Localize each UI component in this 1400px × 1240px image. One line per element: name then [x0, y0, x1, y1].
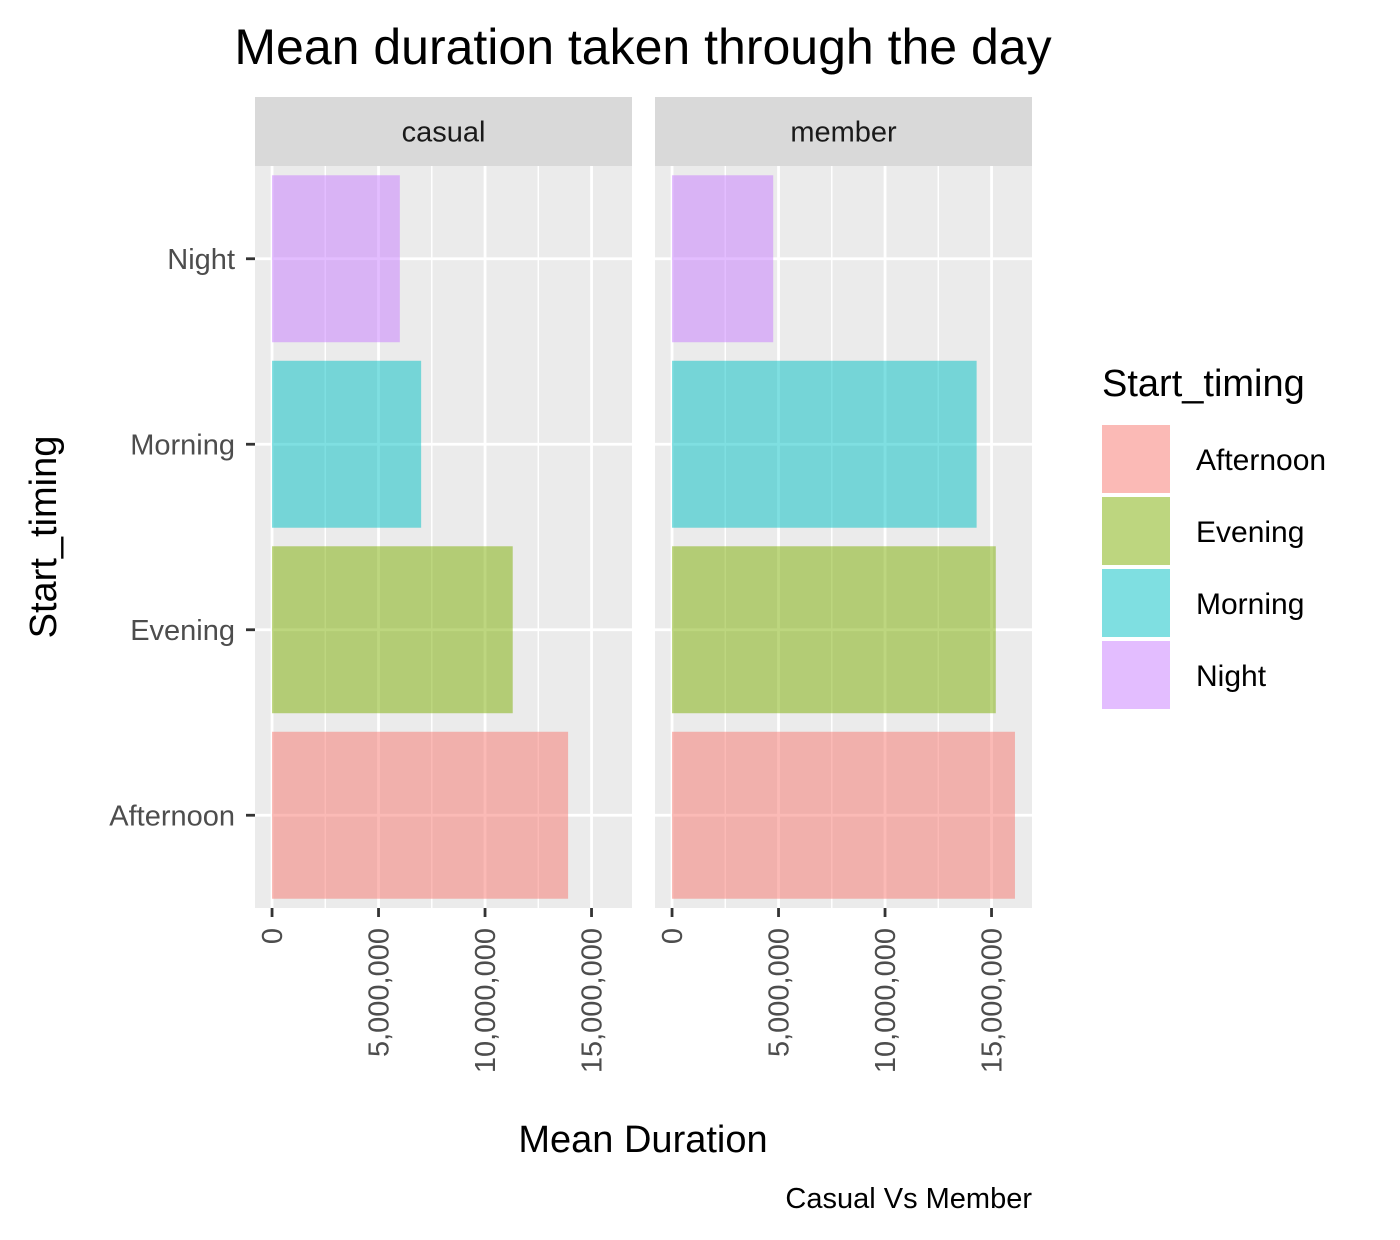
bar-casual-evening: [272, 546, 513, 714]
x-axis-casual: 0 5,000,000 10,000,000 15,000,000: [257, 908, 609, 1073]
x-tick-label: 0: [657, 928, 689, 944]
facet-strip-label: member: [790, 117, 897, 149]
x-tick-label: 5,000,000: [364, 928, 396, 1057]
facet-strip: [255, 97, 632, 166]
facet-panel-casual: casual: [255, 97, 632, 908]
y-axis-title: Start_timing: [23, 436, 65, 639]
x-tick-label: 15,000,000: [977, 928, 1009, 1073]
legend-label: Night: [1196, 660, 1267, 693]
bar-member-evening: [672, 546, 996, 714]
legend-items: Afternoon Evening Morning Night: [1102, 425, 1326, 709]
x-tick-label: 15,000,000: [577, 928, 609, 1073]
x-tick-label: 10,000,000: [870, 928, 902, 1073]
y-axis: Afternoon Evening Morning Night: [109, 244, 255, 832]
y-tick-label: Morning: [130, 429, 235, 461]
y-tick-label: Afternoon: [109, 800, 235, 832]
bar-casual-night: [272, 175, 400, 343]
legend-key-morning: [1102, 569, 1170, 637]
legend-label: Evening: [1196, 516, 1304, 549]
legend-key-afternoon: [1102, 425, 1170, 493]
x-axes: 0 5,000,000 10,000,000 15,000,000 0 5,000,000…: [257, 908, 1009, 1073]
x-tick-label: 5,000,000: [764, 928, 796, 1057]
y-tick-label: Night: [167, 244, 235, 276]
y-tick-label: Evening: [130, 615, 235, 647]
x-axis-member: 0 5,000,000 10,000,000 15,000,000: [657, 908, 1009, 1073]
facet-strip: [655, 97, 1032, 166]
caption: Casual Vs Member: [785, 1183, 1032, 1215]
x-tick-label: 0: [257, 928, 289, 944]
bar-member-night: [672, 175, 774, 343]
legend-key-evening: [1102, 497, 1170, 565]
legend-label: Morning: [1196, 588, 1304, 621]
bar-casual-afternoon: [272, 731, 569, 899]
x-axis-title: Mean Duration: [518, 1119, 767, 1161]
facet-strip-label: casual: [402, 117, 486, 149]
facet-panels: casual member: [255, 97, 1032, 908]
chart-title: Mean duration taken through the day: [234, 19, 1051, 75]
bar-member-afternoon: [672, 731, 1015, 899]
legend-key-night: [1102, 641, 1170, 709]
legend: Start_timing Afternoon Evening Morning Nigh…: [1102, 363, 1326, 709]
legend-title: Start_timing: [1102, 363, 1305, 405]
legend-label: Afternoon: [1196, 444, 1326, 477]
facet-panel-member: member: [655, 97, 1032, 908]
bar-casual-morning: [272, 360, 422, 528]
bar-member-morning: [672, 360, 977, 528]
x-tick-label: 10,000,000: [470, 928, 502, 1073]
